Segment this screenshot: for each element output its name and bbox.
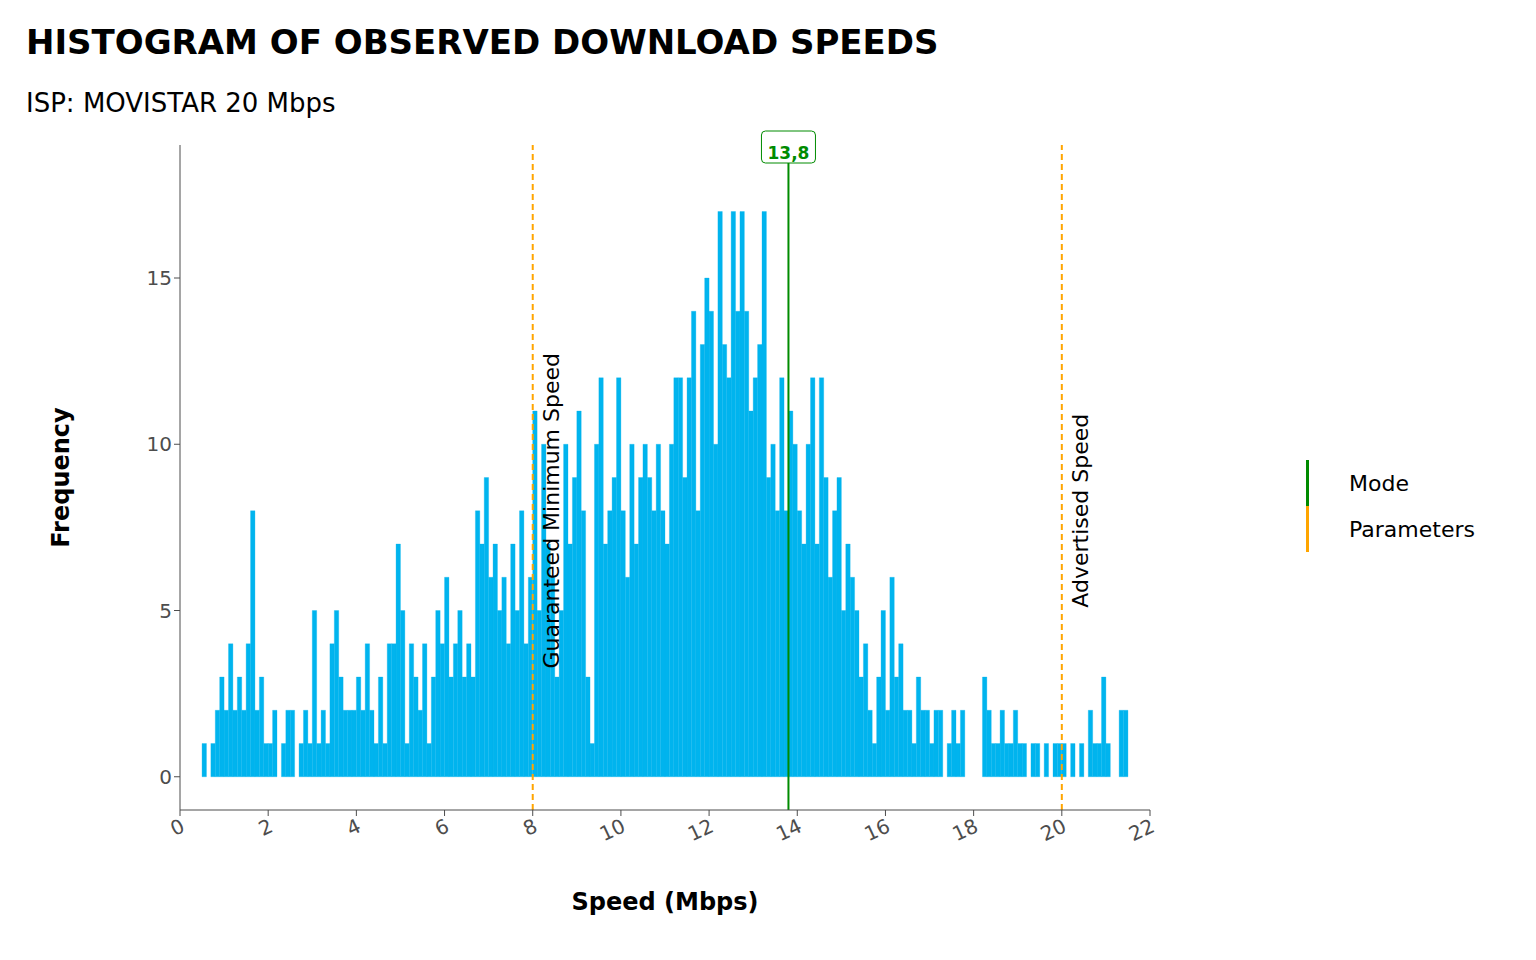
- svg-text:8: 8: [519, 814, 541, 841]
- svg-text:2: 2: [255, 814, 277, 841]
- svg-text:10: 10: [147, 432, 172, 456]
- svg-text:22: 22: [1125, 814, 1158, 847]
- html-text:Parameters: Parameters: [1349, 516, 1475, 542]
- svg-text:12: 12: [684, 814, 717, 847]
- svg-text:20: 20: [1037, 814, 1070, 847]
- html-text:Mode: Mode: [1349, 470, 1409, 496]
- html-text:HISTOGRAM OF OBSERVED DOWNLOAD: HISTOGRAM OF OBSERVED DOWNLOAD SPEEDS: [26, 22, 939, 62]
- svg-text:13,8: 13,8: [767, 143, 809, 163]
- svg-text:16: 16: [860, 814, 893, 847]
- svg-text:Guaranteed Minimum Speed: Guaranteed Minimum Speed: [539, 353, 564, 669]
- svg-text:14: 14: [772, 814, 805, 847]
- svg-text:Frequency: Frequency: [47, 407, 75, 548]
- svg-text:10: 10: [596, 814, 629, 847]
- svg-text:Advertised Speed: Advertised Speed: [1068, 414, 1093, 608]
- html-text:ISP: MOVISTAR 20 Mbps: ISP: MOVISTAR 20 Mbps: [26, 88, 336, 118]
- svg-text:4: 4: [343, 814, 365, 841]
- svg-text:18: 18: [949, 814, 982, 847]
- svg-text:6: 6: [431, 814, 453, 841]
- svg-text:0: 0: [159, 765, 172, 789]
- svg-text:Speed (Mbps): Speed (Mbps): [571, 888, 758, 916]
- svg-text:15: 15: [147, 266, 172, 290]
- svg-text:5: 5: [159, 599, 172, 623]
- svg-text:0: 0: [166, 814, 188, 841]
